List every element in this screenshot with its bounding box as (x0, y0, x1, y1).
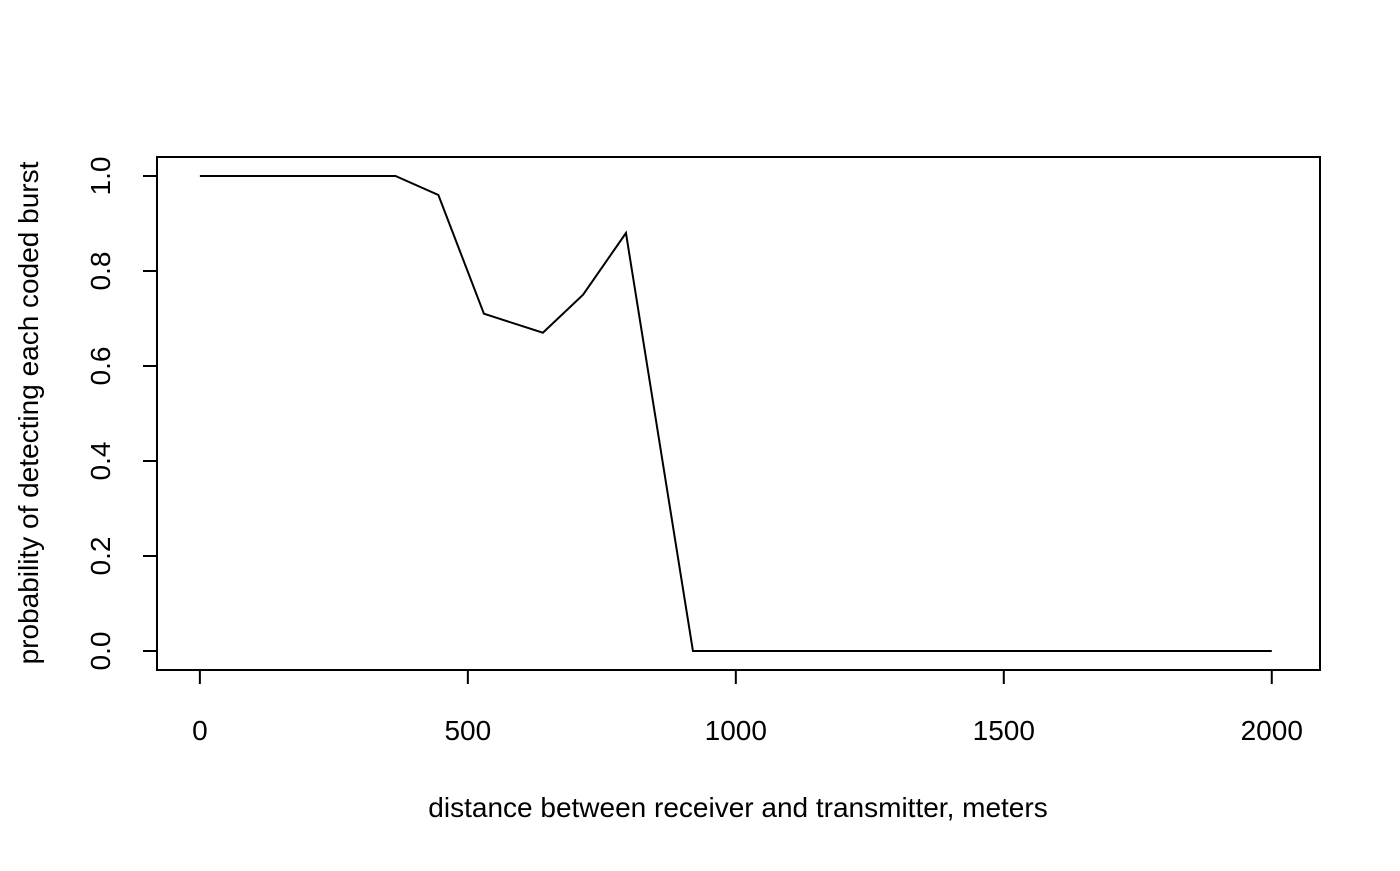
y-tick-label: 1.0 (85, 157, 116, 196)
series-line (199, 175, 1272, 652)
y-tick-label: 0.2 (85, 537, 116, 576)
y-tick-label: 0.4 (85, 442, 116, 481)
y-tick-label: 0.0 (85, 632, 116, 671)
x-tick-label: 1000 (705, 715, 767, 746)
x-tick-label: 2000 (1241, 715, 1303, 746)
y-tick-label: 0.8 (85, 252, 116, 291)
y-axis-title: probability of detecting each coded burs… (13, 161, 44, 664)
series-layer (199, 175, 1272, 652)
y-axis: 0.0 0.2 0.4 0.6 0.8 1.0 (85, 157, 158, 671)
plot-frame (156, 156, 1321, 671)
x-tick-label: 0 (192, 715, 208, 746)
x-tick-label: 500 (444, 715, 491, 746)
y-tick-label: 0.6 (85, 347, 116, 386)
x-axis: 0 500 1000 1500 2000 (192, 669, 1303, 746)
x-axis-title: distance between receiver and transmitte… (428, 792, 1047, 823)
x-tick-label: 1500 (973, 715, 1035, 746)
